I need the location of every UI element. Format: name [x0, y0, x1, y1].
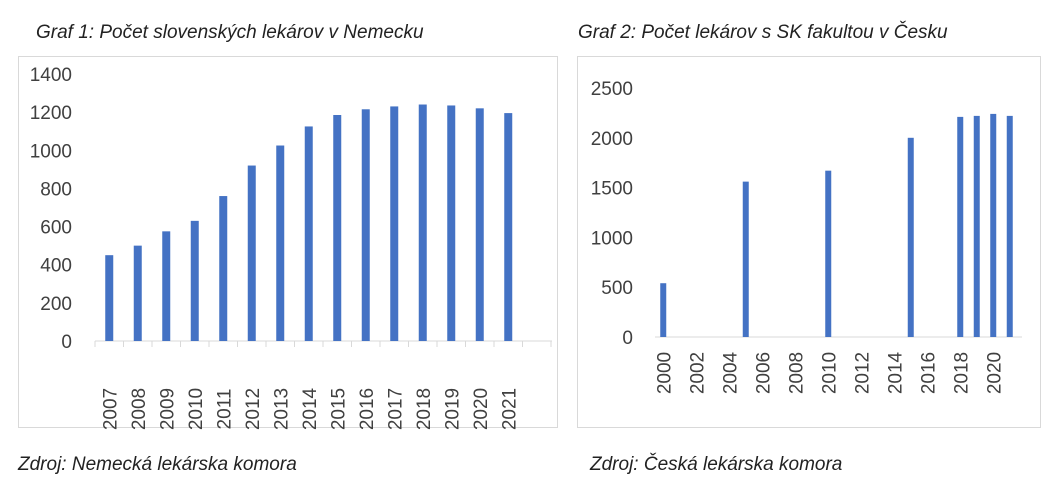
- chart2-bar: [742, 181, 749, 337]
- chart2-bar: [907, 137, 914, 337]
- chart2-frame: [577, 56, 1041, 428]
- chart1-x-tick-label: 2010: [186, 388, 207, 430]
- chart2-x-tick-label: 2004: [720, 351, 741, 394]
- chart1-bar: [390, 106, 399, 342]
- chart1-source: Zdroj: Nemecká lekárska komora: [18, 454, 297, 475]
- chart1-bar: [276, 145, 285, 341]
- chart1-bar: [447, 105, 456, 341]
- chart1-y-tick-label: 400: [40, 256, 72, 277]
- chart2-x-tick-label: 2018: [951, 352, 972, 394]
- chart2-x-tick-label: 2014: [885, 351, 906, 394]
- chart2-bar: [957, 116, 964, 337]
- chart2-x-tick-label: 2008: [786, 352, 807, 394]
- chart1-x-tick-label: 2021: [499, 388, 520, 430]
- chart2-bar: [825, 170, 832, 337]
- chart2-y-tick-label: 2000: [591, 129, 633, 150]
- chart1-bar: [190, 220, 199, 341]
- chart1-x-tick-label: 2014: [300, 387, 321, 430]
- chart2-x-tick-label: 2010: [819, 352, 840, 394]
- chart2-y-tick-label: 1500: [591, 179, 633, 200]
- chart1-x-tick-label: 2012: [243, 388, 264, 430]
- chart1-x-tick-label: 2008: [129, 388, 150, 430]
- chart1-y-tick-label: 600: [40, 218, 72, 239]
- chart1-y-tick-label: 1400: [30, 65, 72, 86]
- chart1-y-tick-label: 200: [40, 294, 72, 315]
- chart1-x-tick-label: 2016: [357, 388, 378, 430]
- chart2-bar: [990, 113, 997, 337]
- chart1-x-tick-label: 2011: [214, 389, 235, 430]
- chart1-x-tick-label: 2020: [471, 388, 492, 430]
- chart2-x-tick-label: 2002: [687, 352, 708, 394]
- chart2-y-tick-label: 0: [622, 328, 633, 349]
- chart2-bar: [660, 283, 667, 337]
- chart2-x-tick-label: 2020: [984, 352, 1005, 394]
- chart1-bar: [219, 196, 228, 341]
- chart1-bar: [133, 245, 142, 341]
- chart2-y-tick-label: 1000: [591, 228, 633, 249]
- chart2-x-tick-label: 2016: [918, 352, 939, 394]
- chart2-bar: [1006, 115, 1013, 337]
- chart1-frame: [18, 56, 558, 428]
- chart1-bar: [304, 126, 313, 341]
- chart1-x-tick-label: 2009: [157, 388, 178, 430]
- chart2-x-tick-label: 2006: [753, 352, 774, 394]
- chart1-x-tick-label: 2017: [385, 388, 406, 430]
- chart1-bar: [333, 115, 342, 341]
- chart1-bar: [418, 104, 427, 341]
- chart2-y-tick-label: 500: [601, 278, 633, 299]
- chart1-bar: [247, 165, 256, 341]
- chart1-bar: [162, 231, 171, 341]
- chart1-bar: [475, 108, 484, 341]
- chart1-bar: [361, 109, 370, 342]
- chart1-x-tick-label: 2007: [100, 388, 121, 430]
- chart1-x-tick-label: 2019: [442, 388, 463, 430]
- chart2-x-tick-label: 2000: [654, 352, 675, 394]
- chart1-bar: [504, 113, 513, 341]
- chart1-x-tick-label: 2013: [271, 388, 292, 430]
- chart1-x-tick-label: 2018: [414, 388, 435, 430]
- chart2-title: Graf 2: Počet lekárov s SK fakultou v Če…: [578, 22, 948, 43]
- chart1-y-tick-label: 800: [40, 179, 72, 200]
- chart1-x-tick-label: 2015: [328, 388, 349, 430]
- chart1-y-tick-label: 0: [61, 332, 72, 353]
- chart2-x-tick-label: 2012: [852, 352, 873, 394]
- chart2-y-tick-label: 2500: [591, 79, 633, 100]
- chart1-bar: [105, 255, 114, 341]
- chart2-bar: [973, 115, 980, 337]
- chart1-y-tick-label: 1200: [30, 103, 72, 124]
- chart1-title: Graf 1: Počet slovenských lekárov v Neme…: [36, 22, 424, 43]
- chart2-source: Zdroj: Česká lekárska komora: [590, 454, 843, 475]
- chart1-y-tick-label: 1000: [30, 141, 72, 162]
